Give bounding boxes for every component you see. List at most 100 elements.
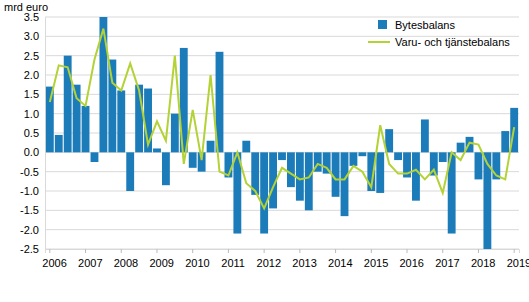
bar (189, 152, 197, 167)
x-tick-label: 2012 (257, 257, 281, 269)
x-tick-mark (460, 249, 461, 253)
bar (82, 106, 90, 152)
y-tick: 2.5 (24, 50, 45, 62)
plot-area (46, 17, 518, 249)
y-tick-label: 2.5 (24, 50, 39, 62)
x-tick-label: 2017 (435, 257, 459, 269)
x-tick-label: 2006 (42, 257, 66, 269)
x-tick-mark (308, 249, 309, 253)
x-tick-mark (139, 249, 140, 253)
x-tick (451, 249, 452, 253)
x-tick-mark (201, 249, 202, 253)
y-axis-title: mrd euro (4, 1, 48, 13)
y-tick: 1.5 (24, 88, 45, 100)
x-tick-mark (433, 249, 434, 253)
x-tick: 2012 (257, 249, 281, 269)
x-tick: 2009 (149, 249, 173, 269)
x-tick-mark (469, 249, 470, 253)
x-tick-mark (148, 249, 149, 253)
x-tick: 2015 (364, 249, 388, 269)
x-axis-line (46, 250, 520, 254)
x-tick (317, 249, 318, 253)
x-tick-mark (49, 249, 50, 253)
x-tick-mark (255, 249, 256, 253)
x-tick-mark (67, 249, 68, 253)
x-tick: 2007 (78, 249, 102, 269)
x-tick-mark (326, 249, 327, 253)
x-tick (139, 249, 140, 253)
x-tick-label: 2009 (149, 257, 173, 269)
y-tick-label: 3.0 (24, 30, 39, 42)
x-tick-mark (389, 249, 390, 253)
bar (501, 131, 509, 152)
x-tick-mark (344, 249, 345, 253)
legend: BytesbalansVaru- och tjänstebalans (368, 19, 510, 48)
bar (350, 152, 358, 166)
x-tick-mark (121, 249, 122, 253)
x-tick-label: 2010 (185, 257, 209, 269)
bar (108, 60, 116, 153)
bar (475, 152, 483, 179)
y-tick: 2.0 (24, 69, 45, 81)
bar (126, 152, 134, 191)
x-tick-mark (407, 249, 408, 253)
bar (117, 90, 125, 152)
x-tick (255, 249, 256, 253)
x-tick-mark (415, 249, 416, 253)
y-tick-label: 0.0 (24, 146, 39, 158)
x-tick (308, 249, 309, 253)
y-tick-label: -2.0 (20, 224, 39, 236)
x-tick (424, 249, 425, 253)
x-tick-mark (380, 249, 381, 253)
x-tick-label: 2007 (78, 257, 102, 269)
x-tick-mark (487, 249, 488, 253)
x-tick-mark (505, 249, 506, 253)
x-tick-mark (442, 249, 443, 253)
bar (207, 141, 215, 153)
x-tick (487, 249, 488, 253)
y-tick: -0.5 (20, 166, 45, 178)
x-tick (112, 249, 113, 253)
bar (421, 119, 429, 152)
x-tick (273, 249, 274, 253)
x-tick-mark (76, 249, 77, 253)
y-tick-label: 2.0 (24, 69, 39, 81)
chart: -2.5-2.0-1.5-1.0-0.50.00.51.01.52.02.53.… (0, 0, 529, 302)
x-tick (433, 249, 434, 253)
grid-line (45, 17, 519, 18)
bar (394, 152, 402, 160)
x-tick-mark (264, 249, 265, 253)
y-tick-label: -2.5 (20, 243, 39, 255)
x-tick-label: 2016 (399, 257, 423, 269)
x-tick (219, 249, 220, 253)
x-tick: 2014 (328, 249, 352, 269)
x-tick-mark (85, 249, 86, 253)
x-tick-mark (273, 249, 274, 253)
x-tick: 2017 (435, 249, 459, 269)
y-axis: -2.5-2.0-1.5-1.0-0.50.00.51.01.52.02.53.… (20, 11, 45, 255)
bar (305, 152, 313, 210)
y-tick: -1.0 (20, 185, 45, 197)
bar (91, 152, 99, 162)
x-tick (496, 249, 497, 253)
x-tick-mark (362, 249, 363, 253)
x-tick-mark (103, 249, 104, 253)
y-tick-label: -1.5 (20, 204, 39, 216)
x-tick-mark (94, 249, 95, 253)
y-axis-line (45, 18, 46, 250)
x-tick-mark (424, 249, 425, 253)
x-tick (148, 249, 149, 253)
x-tick (246, 249, 247, 253)
x-tick (183, 249, 184, 253)
x-tick: 2019 (507, 249, 529, 269)
legend-label: Bytesbalans (395, 19, 455, 31)
x-tick (174, 249, 175, 253)
x-tick-label: 2013 (292, 257, 316, 269)
x-tick-label: 2014 (328, 257, 352, 269)
x-tick (210, 249, 211, 253)
bar (162, 152, 170, 185)
x-tick-mark (165, 249, 166, 253)
x-tick-mark (192, 249, 193, 253)
x-tick: 2016 (399, 249, 423, 269)
x-tick (353, 249, 354, 253)
